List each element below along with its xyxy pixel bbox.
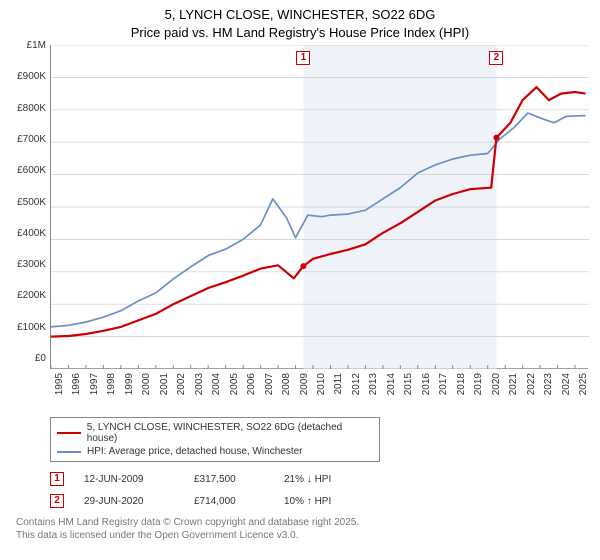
credits-line1: Contains HM Land Registry data © Crown c…: [16, 516, 590, 529]
y-tick-label: £100K: [10, 322, 46, 333]
legend-label: HPI: Average price, detached house, Winc…: [87, 446, 303, 457]
legend-row: HPI: Average price, detached house, Winc…: [57, 445, 373, 458]
x-tick-label: 2001: [159, 373, 170, 395]
legend-row: 5, LYNCH CLOSE, WINCHESTER, SO22 6DG (de…: [57, 421, 373, 445]
y-tick-label: £600K: [10, 165, 46, 176]
x-tick-label: 2024: [561, 373, 572, 395]
x-tick-label: 2000: [141, 373, 152, 395]
transaction-row: 1 12-JUN-2009 £317,500 21% ↓ HPI: [50, 468, 590, 490]
transaction-price: £317,500: [194, 474, 264, 485]
x-tick-label: 2012: [351, 373, 362, 395]
x-tick-label: 2017: [438, 373, 449, 395]
x-tick-label: 2004: [211, 373, 222, 395]
transaction-price: £714,000: [194, 496, 264, 507]
y-tick-label: £400K: [10, 228, 46, 239]
x-tick-label: 2022: [526, 373, 537, 395]
x-tick-label: 2019: [473, 373, 484, 395]
transactions-table: 1 12-JUN-2009 £317,500 21% ↓ HPI 2 29-JUN-202…: [50, 468, 590, 512]
x-tick-label: 2008: [281, 373, 292, 395]
x-axis-labels: 1995 1996 1997 1998 1999 2000 2001 2002 2003 2004…: [50, 371, 588, 415]
x-tick-label: 2006: [246, 373, 257, 395]
transaction-delta: 21% ↓ HPI: [284, 474, 364, 485]
chart-title: 5, LYNCH CLOSE, WINCHESTER, SO22 6DG Pri…: [10, 6, 590, 41]
x-tick-label: 2025: [578, 373, 589, 395]
x-tick-label: 2014: [386, 373, 397, 395]
transaction-date: 29-JUN-2020: [84, 496, 174, 507]
y-tick-label: £200K: [10, 290, 46, 301]
y-tick-label: £900K: [10, 71, 46, 82]
x-tick-label: 2010: [316, 373, 327, 395]
plot-svg: [51, 45, 589, 369]
plot-region: 12: [50, 45, 588, 369]
legend-label: 5, LYNCH CLOSE, WINCHESTER, SO22 6DG (de…: [87, 422, 373, 444]
y-tick-label: £700K: [10, 134, 46, 145]
legend-swatch: [57, 451, 81, 453]
y-tick-label: £800K: [10, 103, 46, 114]
y-tick-label: £500K: [10, 197, 46, 208]
marker-dot-2: [493, 135, 499, 141]
chart-marker-2: 2: [489, 51, 503, 65]
credits-line2: This data is licensed under the Open Gov…: [16, 529, 590, 542]
x-tick-label: 1996: [71, 373, 82, 395]
x-tick-label: 1998: [106, 373, 117, 395]
x-tick-label: 2015: [403, 373, 414, 395]
x-tick-label: 2007: [264, 373, 275, 395]
x-tick-label: 2002: [176, 373, 187, 395]
title-line2: Price paid vs. HM Land Registry's House …: [10, 24, 590, 42]
y-tick-label: £300K: [10, 259, 46, 270]
credits: Contains HM Land Registry data © Crown c…: [16, 516, 590, 542]
legend-swatch: [57, 432, 81, 434]
x-tick-label: 2005: [229, 373, 240, 395]
transaction-date: 12-JUN-2009: [84, 474, 174, 485]
chart-area: £1M£900K£800K£700K£600K£500K£400K£300K£2…: [10, 45, 590, 415]
legend: 5, LYNCH CLOSE, WINCHESTER, SO22 6DG (de…: [50, 417, 380, 462]
x-tick-label: 2020: [491, 373, 502, 395]
x-tick-label: 2013: [368, 373, 379, 395]
title-line1: 5, LYNCH CLOSE, WINCHESTER, SO22 6DG: [10, 6, 590, 24]
y-tick-label: £0: [10, 353, 46, 364]
y-axis-labels: £1M£900K£800K£700K£600K£500K£400K£300K£2…: [10, 45, 46, 369]
x-tick-label: 2011: [333, 373, 344, 395]
x-tick-label: 2023: [543, 373, 554, 395]
transaction-marker: 1: [50, 472, 64, 486]
x-tick-label: 1997: [89, 373, 100, 395]
x-tick-label: 2021: [508, 373, 519, 395]
x-tick-label: 2003: [194, 373, 205, 395]
x-tick-label: 2016: [421, 373, 432, 395]
x-tick-label: 1995: [54, 373, 65, 395]
x-tick-label: 2009: [299, 373, 310, 395]
x-tick-label: 1999: [124, 373, 135, 395]
transaction-delta: 10% ↑ HPI: [284, 496, 364, 507]
chart-marker-1: 1: [296, 51, 310, 65]
marker-dot-1: [300, 263, 306, 269]
y-tick-label: £1M: [10, 40, 46, 51]
transaction-marker: 2: [50, 494, 64, 508]
transaction-row: 2 29-JUN-2020 £714,000 10% ↑ HPI: [50, 490, 590, 512]
x-tick-label: 2018: [456, 373, 467, 395]
